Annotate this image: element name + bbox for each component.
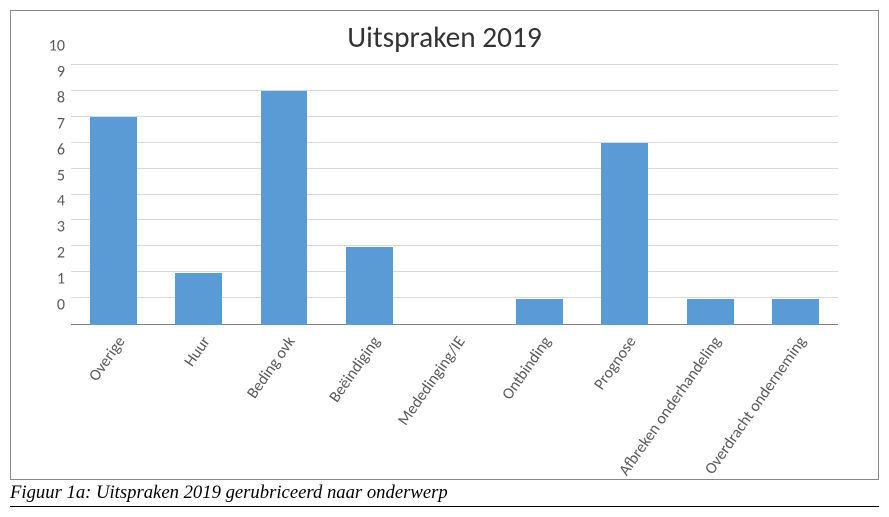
bar-slot bbox=[327, 65, 412, 325]
bar bbox=[687, 299, 734, 325]
x-label-slot: Overdracht onderneming bbox=[753, 325, 838, 495]
bar bbox=[601, 143, 648, 325]
x-label-slot: Huur bbox=[156, 325, 241, 495]
x-label-slot: Beding ovk bbox=[241, 325, 326, 495]
bar-slot bbox=[753, 65, 838, 325]
bar-slot bbox=[412, 65, 497, 325]
y-tick-label: 1 bbox=[57, 270, 65, 289]
bar bbox=[346, 247, 393, 325]
bar bbox=[261, 91, 308, 325]
x-axis-labels: Overige Huur Beding ovk Beëindiging Mededing… bbox=[71, 325, 838, 495]
x-label-slot: Mededinging/IE bbox=[412, 325, 497, 495]
x-tick-label: Huur bbox=[180, 333, 214, 370]
x-tick-label: Ontbinding bbox=[498, 333, 555, 403]
y-tick-label: 6 bbox=[57, 140, 65, 159]
y-tick-label: 7 bbox=[57, 114, 65, 133]
bar bbox=[516, 299, 563, 325]
caption-underline bbox=[10, 506, 879, 507]
x-tick-label: Overige bbox=[85, 333, 129, 385]
y-tick-label: 5 bbox=[57, 166, 65, 185]
bar-slot bbox=[241, 65, 326, 325]
bar-slot bbox=[582, 65, 667, 325]
chart-container: Uitspraken 2019 012345678910 OverigeHuur… bbox=[10, 10, 879, 480]
bar bbox=[772, 299, 819, 325]
x-label-slot: Overige bbox=[71, 325, 156, 495]
bars-group bbox=[71, 65, 838, 325]
bar-slot bbox=[668, 65, 753, 325]
chart-title: Uitspraken 2019 bbox=[11, 11, 878, 55]
bar-slot bbox=[71, 65, 156, 325]
x-tick-label: Prognose bbox=[590, 333, 640, 394]
y-tick-label: 9 bbox=[57, 62, 65, 81]
y-tick-label: 3 bbox=[57, 218, 65, 237]
bar bbox=[175, 273, 222, 325]
y-tick-label: 8 bbox=[57, 88, 65, 107]
bar-slot bbox=[497, 65, 582, 325]
x-tick-label: Beëindiging bbox=[326, 333, 385, 406]
bar bbox=[90, 117, 137, 325]
y-tick-label: 2 bbox=[57, 244, 65, 263]
y-tick-label: 10 bbox=[49, 37, 65, 56]
x-tick-label: Beding ovk bbox=[243, 333, 299, 402]
x-label-slot: Ontbinding bbox=[497, 325, 582, 495]
y-tick-label: 0 bbox=[57, 296, 65, 315]
plot-area: 012345678910 bbox=[71, 65, 838, 325]
y-tick-label: 4 bbox=[57, 192, 65, 211]
bar-slot bbox=[156, 65, 241, 325]
